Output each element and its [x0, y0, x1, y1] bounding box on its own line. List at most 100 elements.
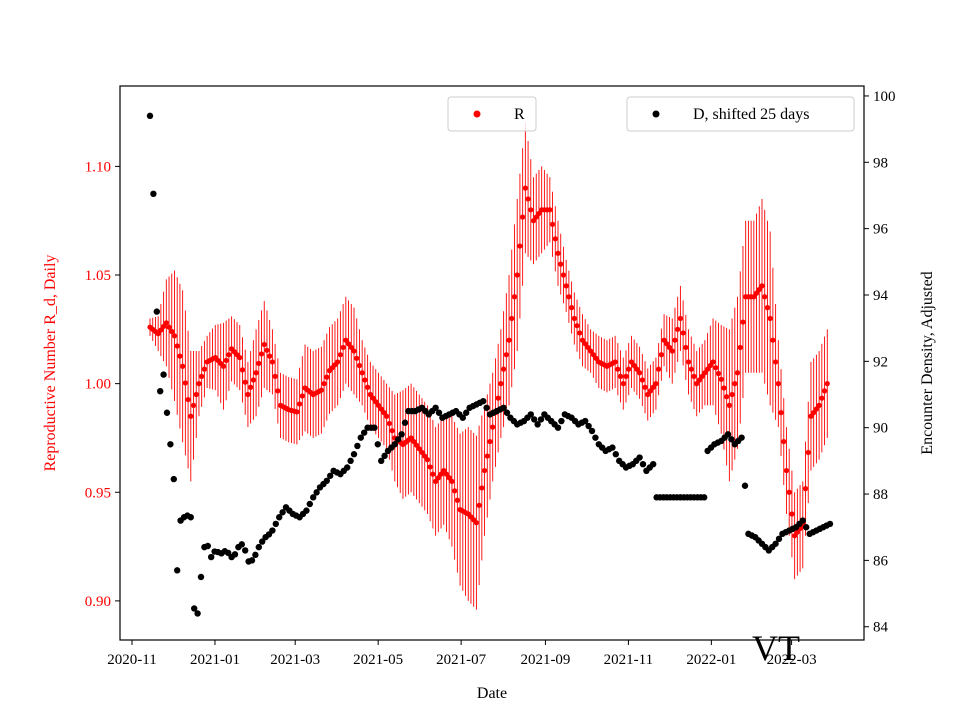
y-left-tick-label: 0.95 [85, 485, 111, 501]
r-point [813, 406, 820, 412]
d-point [799, 517, 806, 524]
y-right-tick-label: 100 [873, 89, 896, 105]
d-point [146, 112, 154, 120]
d-point [157, 387, 164, 395]
d-point [701, 494, 708, 501]
y-right-tick-label: 94 [873, 288, 889, 304]
x-tick-label: 2021-09 [520, 652, 570, 668]
d-point [398, 431, 405, 438]
r-point [702, 370, 708, 376]
r-point [242, 379, 248, 385]
d-point [585, 422, 592, 430]
d-point [592, 434, 599, 441]
d-point [354, 442, 361, 450]
r-point [166, 324, 172, 330]
r-point [634, 366, 640, 372]
legend-r: R [447, 96, 537, 132]
d-point [187, 514, 194, 521]
r-point [770, 337, 776, 343]
legend-d-marker [652, 110, 660, 118]
r-point [726, 402, 732, 408]
r-point [452, 488, 458, 494]
r-point [269, 359, 275, 365]
r-point [753, 290, 760, 296]
r-point [555, 250, 561, 256]
r-point [411, 438, 417, 445]
r-point [816, 402, 822, 408]
r-point [808, 413, 814, 419]
r-point [435, 475, 441, 481]
d-point [167, 441, 174, 448]
r-point [337, 352, 343, 358]
legend-r-label: R [514, 106, 525, 123]
x-tick-label: 2021-07 [436, 652, 486, 668]
d-series [146, 112, 834, 617]
r-point [196, 381, 202, 387]
d-point [242, 547, 249, 554]
r-point [560, 272, 567, 278]
r-point [386, 420, 392, 427]
r-point [348, 344, 354, 351]
d-point [255, 543, 262, 551]
r-point [343, 337, 349, 343]
d-point [204, 542, 211, 550]
d-point [160, 371, 167, 378]
r-point [484, 453, 490, 459]
d-point [269, 527, 276, 534]
r-point [617, 373, 624, 379]
r-point [533, 214, 539, 220]
r-point [628, 359, 635, 365]
r-point [384, 413, 390, 419]
r-point [675, 326, 681, 332]
r-point [294, 409, 300, 415]
y-right-tick-label: 98 [873, 155, 888, 171]
r-point [362, 377, 368, 383]
d-point [374, 441, 381, 448]
r-point [653, 381, 659, 387]
d-point [459, 414, 466, 421]
r-point [365, 384, 371, 390]
plot-frame [119, 85, 865, 641]
x-tick-label: 2020-11 [107, 652, 156, 668]
r-point [645, 391, 651, 398]
r-point [495, 395, 501, 401]
r-point [359, 370, 365, 376]
r-point [199, 373, 205, 379]
r-point [509, 315, 515, 322]
r-point [378, 406, 384, 412]
r-point [707, 362, 713, 369]
r-point [775, 381, 781, 387]
r-point [566, 294, 572, 300]
r-point [177, 353, 183, 359]
r-point [490, 424, 496, 430]
r-point [424, 457, 431, 463]
r-point [699, 373, 705, 379]
d-point [741, 482, 749, 489]
d-point [391, 441, 398, 448]
r-point [297, 401, 303, 407]
y-left-tick-label: 1.00 [85, 377, 111, 393]
d-point [170, 475, 177, 483]
y-left-tick-label: 0.90 [85, 594, 111, 610]
r-point [585, 344, 591, 351]
r-point [802, 486, 809, 492]
r-point [324, 374, 330, 380]
r-point [705, 366, 711, 372]
r-point [422, 453, 428, 459]
r-point [650, 384, 656, 390]
r-point [161, 323, 167, 330]
d-point [259, 538, 266, 545]
r-point [375, 402, 382, 408]
y-axis-right: 84 86 88 90 92 94 96 98 100 [864, 89, 896, 636]
d-point [527, 411, 534, 418]
d-point [344, 464, 351, 471]
r-point [256, 360, 262, 366]
r-point [647, 388, 654, 394]
d-point [191, 605, 198, 612]
y-right-tick-label: 88 [873, 487, 888, 503]
r-series [147, 122, 830, 610]
r-point [661, 337, 667, 343]
r-point [381, 410, 387, 416]
r-point [781, 438, 787, 445]
r-point [481, 467, 488, 474]
